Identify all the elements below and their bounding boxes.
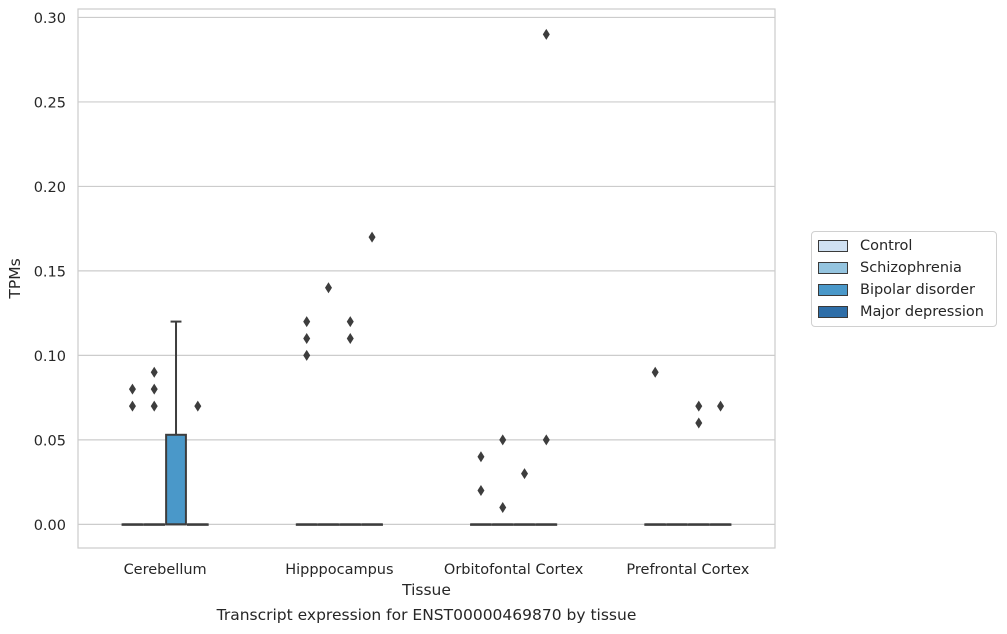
box-control-orbitofontal-cortex <box>470 451 492 526</box>
outlier-point <box>695 400 703 412</box>
legend-item-control: Control <box>818 236 912 256</box>
box-control-cerebellum <box>121 383 144 526</box>
box-schizophrenia-orbitofontal-cortex <box>491 434 514 526</box>
outlier-point <box>128 400 136 412</box>
legend-item-bipolar-disorder: Bipolar disorder <box>818 280 975 300</box>
plot-area-frame <box>77 8 776 549</box>
outlier-point <box>368 231 376 243</box>
x-tick-label: Hipppocampus <box>285 562 393 578</box>
outlier-point <box>521 468 529 480</box>
outlier-point <box>194 400 202 412</box>
legend-item-schizophrenia: Schizophrenia <box>818 258 962 278</box>
outlier-point <box>128 383 136 395</box>
legend-swatch-control <box>818 240 848 252</box>
outlier-point <box>717 400 725 412</box>
x-tick-label: Cerebellum <box>124 562 207 578</box>
y-tick-label: 0.05 <box>34 433 66 449</box>
outlier-point <box>346 316 354 328</box>
outlier-point <box>499 501 507 513</box>
box-bipolar-disorder-orbitofontal-cortex <box>513 468 536 526</box>
legend-label-schizophrenia: Schizophrenia <box>860 260 962 276</box>
box-bipolar-disorder-prefrontal-cortex <box>687 400 710 526</box>
y-axis-label: TPMs <box>6 258 24 299</box>
outlier-point <box>477 451 485 463</box>
x-axis-label: Tissue <box>401 581 451 599</box>
box-schizophrenia-cerebellum <box>143 366 166 526</box>
box-schizophrenia-prefrontal-cortex <box>666 523 688 526</box>
box-control-hipppocampus <box>295 316 318 526</box>
outlier-point <box>150 383 158 395</box>
y-tick-label: 0.10 <box>34 349 66 365</box>
outlier-point <box>346 332 354 344</box>
outlier-point <box>542 434 550 446</box>
outlier-point <box>477 485 485 497</box>
outlier-point <box>150 366 158 378</box>
legend-label-major-depression: Major depression <box>860 304 984 320</box>
box-control-prefrontal-cortex <box>644 366 667 526</box>
legend-swatch-schizophrenia <box>818 262 848 274</box>
y-tick-label: 0.25 <box>34 95 66 111</box>
legend-label-control: Control <box>860 238 913 254</box>
y-tick-label: 0.20 <box>34 180 66 196</box>
y-tick-labels: 0.00 0.05 0.10 0.15 0.20 0.25 0.30 <box>34 11 66 534</box>
outlier-point <box>499 434 507 446</box>
legend-swatch-bipolar-disorder <box>818 284 848 296</box>
y-tick-label: 0.30 <box>34 11 66 27</box>
chart-caption: Transcript expression for ENST0000046987… <box>216 606 637 624</box>
x-tick-labels: Cerebellum Hipppocampus Orbitofontal Corte… <box>124 562 750 578</box>
x-tick-label: Prefrontal Cortex <box>626 562 749 578</box>
box-schizophrenia-hipppocampus <box>317 282 340 526</box>
legend-label-bipolar-disorder: Bipolar disorder <box>860 282 975 298</box>
x-tick-label: Orbitofontal Cortex <box>444 562 584 578</box>
outlier-point <box>303 349 311 361</box>
box-major-depression-cerebellum <box>186 400 209 526</box>
y-tick-label: 0.15 <box>34 264 66 280</box>
grid-lines <box>78 16 775 525</box>
outlier-point <box>651 366 659 378</box>
outlier-point <box>303 316 311 328</box>
outlier-point <box>324 282 332 294</box>
legend: Control Schizophrenia Bipolar disorder M… <box>811 231 997 327</box>
box-major-depression-prefrontal-cortex <box>709 400 732 526</box>
outlier-point <box>542 28 550 40</box>
box-bipolar-disorder-cerebellum <box>165 320 187 526</box>
box-major-depression-orbitofontal-cortex <box>535 28 558 526</box>
outlier-point <box>150 400 158 412</box>
legend-swatch-major-depression <box>818 306 848 318</box>
outlier-point <box>303 332 311 344</box>
box-bipolar-disorder-hipppocampus <box>339 316 362 526</box>
box-series <box>121 28 732 526</box>
box-body <box>165 433 187 526</box>
box-major-depression-hipppocampus <box>361 231 383 526</box>
outlier-point <box>695 417 703 429</box>
y-tick-label: 0.00 <box>34 518 66 534</box>
legend-item-major-depression: Major depression <box>818 302 984 322</box>
